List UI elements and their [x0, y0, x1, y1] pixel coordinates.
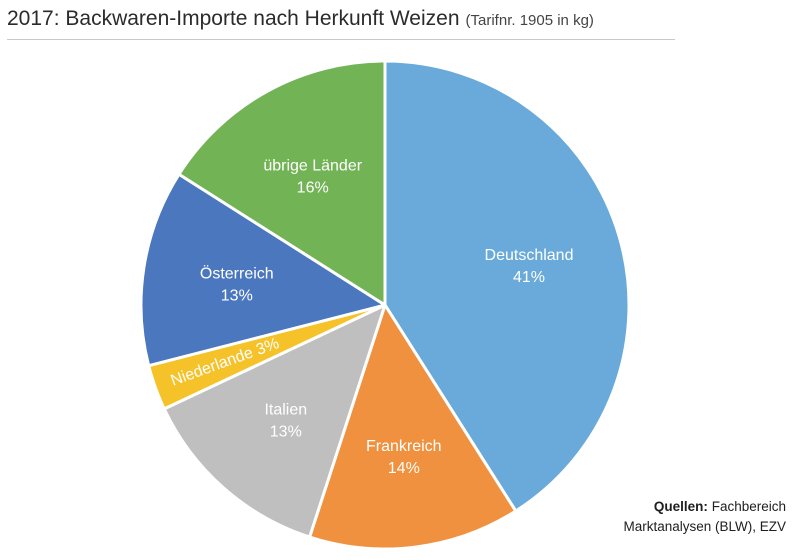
slice-value-oesterreich: 13%: [221, 288, 253, 305]
sources-label: Quellen:: [653, 499, 708, 514]
sources-line-1: Fachbereich: [711, 499, 786, 514]
chart-title: 2017: Backwaren-Importe nach Herkunft We…: [7, 7, 460, 30]
slice-label-frankreich: Frankreich: [366, 438, 442, 455]
slice-value-italien: 13%: [270, 424, 302, 441]
sources-note: Quellen: Fachbereich Marktanalysen (BLW)…: [623, 497, 786, 537]
pie-slice-uebrige-laender: [177, 59, 387, 307]
slice-value-uebrige-laender: 16%: [297, 180, 329, 197]
chart-subtitle: (Tarifnr. 1905 in kg): [465, 12, 594, 29]
slice-label-italien: Italien: [264, 402, 307, 419]
pie-slice-frankreich: [308, 303, 518, 551]
slice-value-deutschland: 41%: [513, 269, 545, 286]
slice-label-oesterreich: Österreich: [200, 265, 274, 283]
pie-slice-oesterreich: [139, 172, 387, 368]
sources-line-2: Marktanalysen (BLW), EZV: [623, 519, 786, 534]
chart-header: 2017: Backwaren-Importe nach Herkunft We…: [7, 4, 675, 40]
slice-value-frankreich: 14%: [388, 460, 420, 477]
pie-slices: [139, 59, 631, 551]
slice-label-uebrige-laender: übrige Länder: [263, 158, 362, 175]
slice-label-deutschland: Deutschland: [485, 247, 574, 264]
pie-slice-italien: [162, 303, 387, 539]
